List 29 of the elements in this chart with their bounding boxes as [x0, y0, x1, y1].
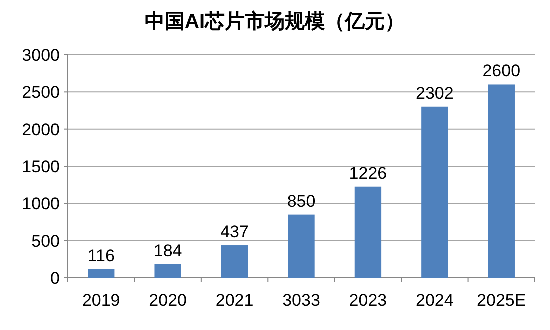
- data-label: 850: [287, 192, 316, 211]
- y-tick-label: 2500: [22, 83, 60, 102]
- y-tick-label: 3000: [22, 46, 60, 65]
- bar: [422, 106, 448, 278]
- x-tick-label: 2025E: [477, 291, 526, 310]
- x-tick-label: 2020: [149, 291, 187, 310]
- data-label: 2302: [416, 84, 454, 103]
- data-label: 184: [154, 241, 182, 260]
- chart-title: 中国AI芯片市场规模（亿元）: [145, 10, 405, 33]
- data-label: 437: [220, 222, 249, 242]
- y-tick-label: 2000: [22, 120, 60, 140]
- bar: [288, 214, 315, 278]
- x-tick-label: 2024: [416, 291, 454, 310]
- bar: [88, 269, 115, 278]
- data-label: 1226: [349, 164, 388, 183]
- x-tick-label: 2021: [216, 291, 254, 310]
- y-tick-label: 1500: [22, 158, 60, 176]
- y-tick-label: 1000: [22, 194, 60, 214]
- bar: [221, 246, 248, 278]
- x-tick-label: 3033: [282, 291, 320, 310]
- bar: [488, 84, 515, 278]
- y-tick-label: 0: [50, 269, 60, 288]
- x-tick-label: 2023: [349, 291, 388, 310]
- data-label: 116: [88, 246, 115, 266]
- bar: [154, 264, 182, 278]
- data-label: 2600: [482, 62, 521, 81]
- y-tick-label: 500: [32, 232, 60, 251]
- x-tick-label: 2019: [82, 291, 120, 310]
- bar: [354, 186, 382, 278]
